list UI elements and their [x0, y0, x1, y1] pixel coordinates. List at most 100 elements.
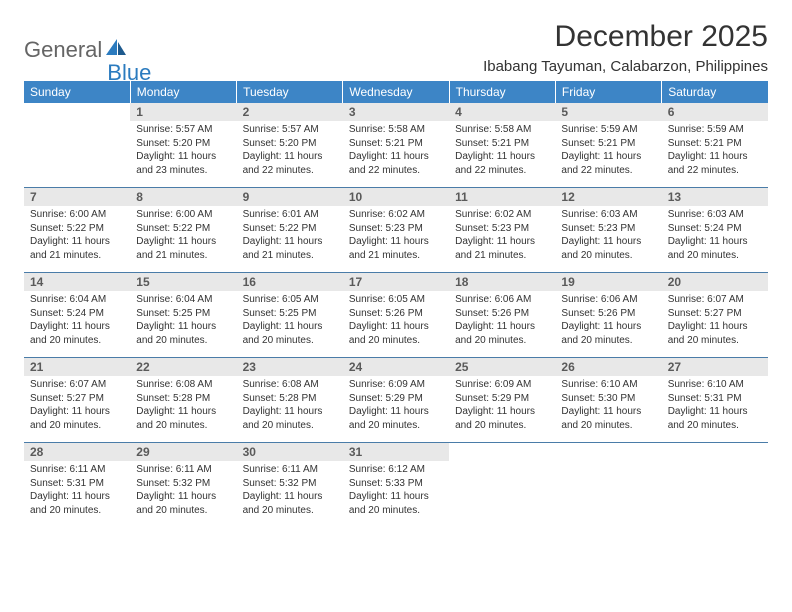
logo-word2: Blue — [107, 60, 151, 86]
sunset-line: Sunset: 5:28 PM — [243, 392, 337, 406]
calendar-day-cell — [555, 443, 661, 528]
calendar-day-cell: 26Sunrise: 6:10 AMSunset: 5:30 PMDayligh… — [555, 358, 661, 443]
sunrise-line: Sunrise: 6:07 AM — [668, 293, 762, 307]
day-details: Sunrise: 5:58 AMSunset: 5:21 PMDaylight:… — [343, 121, 449, 187]
daylight-line: Daylight: 11 hours and 20 minutes. — [561, 235, 655, 262]
sunset-line: Sunset: 5:20 PM — [243, 137, 337, 151]
day-details: Sunrise: 6:02 AMSunset: 5:23 PMDaylight:… — [343, 206, 449, 272]
calendar-week-row: 21Sunrise: 6:07 AMSunset: 5:27 PMDayligh… — [24, 358, 768, 443]
daylight-line: Daylight: 11 hours and 20 minutes. — [136, 405, 230, 432]
calendar-body: 1Sunrise: 5:57 AMSunset: 5:20 PMDaylight… — [24, 103, 768, 527]
calendar-day-cell: 7Sunrise: 6:00 AMSunset: 5:22 PMDaylight… — [24, 188, 130, 273]
day-details: Sunrise: 6:10 AMSunset: 5:30 PMDaylight:… — [555, 376, 661, 442]
sunrise-line: Sunrise: 5:57 AM — [136, 123, 230, 137]
daylight-line: Daylight: 11 hours and 20 minutes. — [455, 405, 549, 432]
sunrise-line: Sunrise: 6:03 AM — [561, 208, 655, 222]
day-number: 5 — [555, 103, 661, 121]
sunset-line: Sunset: 5:21 PM — [349, 137, 443, 151]
sunrise-line: Sunrise: 6:06 AM — [455, 293, 549, 307]
day-details: Sunrise: 6:07 AMSunset: 5:27 PMDaylight:… — [662, 291, 768, 357]
day-number: 17 — [343, 273, 449, 291]
day-details: Sunrise: 6:03 AMSunset: 5:24 PMDaylight:… — [662, 206, 768, 272]
calendar-week-row: 1Sunrise: 5:57 AMSunset: 5:20 PMDaylight… — [24, 103, 768, 188]
sunrise-line: Sunrise: 6:04 AM — [136, 293, 230, 307]
calendar-day-cell: 24Sunrise: 6:09 AMSunset: 5:29 PMDayligh… — [343, 358, 449, 443]
calendar-day-cell: 4Sunrise: 5:58 AMSunset: 5:21 PMDaylight… — [449, 103, 555, 188]
day-details: Sunrise: 6:03 AMSunset: 5:23 PMDaylight:… — [555, 206, 661, 272]
sunrise-line: Sunrise: 5:59 AM — [668, 123, 762, 137]
day-number: 24 — [343, 358, 449, 376]
day-details: Sunrise: 6:00 AMSunset: 5:22 PMDaylight:… — [130, 206, 236, 272]
daylight-line: Daylight: 11 hours and 20 minutes. — [668, 235, 762, 262]
sunset-line: Sunset: 5:29 PM — [349, 392, 443, 406]
day-details: Sunrise: 6:01 AMSunset: 5:22 PMDaylight:… — [237, 206, 343, 272]
day-number: 22 — [130, 358, 236, 376]
calendar-day-cell: 13Sunrise: 6:03 AMSunset: 5:24 PMDayligh… — [662, 188, 768, 273]
calendar-table: Sunday Monday Tuesday Wednesday Thursday… — [24, 81, 768, 527]
day-details: Sunrise: 6:04 AMSunset: 5:24 PMDaylight:… — [24, 291, 130, 357]
day-details: Sunrise: 6:07 AMSunset: 5:27 PMDaylight:… — [24, 376, 130, 442]
sunrise-line: Sunrise: 6:09 AM — [349, 378, 443, 392]
calendar-day-cell: 30Sunrise: 6:11 AMSunset: 5:32 PMDayligh… — [237, 443, 343, 528]
day-details: Sunrise: 6:12 AMSunset: 5:33 PMDaylight:… — [343, 461, 449, 527]
day-details: Sunrise: 6:10 AMSunset: 5:31 PMDaylight:… — [662, 376, 768, 442]
day-number: 15 — [130, 273, 236, 291]
sunset-line: Sunset: 5:26 PM — [455, 307, 549, 321]
daylight-line: Daylight: 11 hours and 20 minutes. — [30, 490, 124, 517]
daylight-line: Daylight: 11 hours and 22 minutes. — [455, 150, 549, 177]
daylight-line: Daylight: 11 hours and 20 minutes. — [349, 490, 443, 517]
sunset-line: Sunset: 5:22 PM — [243, 222, 337, 236]
daylight-line: Daylight: 11 hours and 20 minutes. — [243, 405, 337, 432]
sunset-line: Sunset: 5:28 PM — [136, 392, 230, 406]
calendar-day-cell: 9Sunrise: 6:01 AMSunset: 5:22 PMDaylight… — [237, 188, 343, 273]
sunset-line: Sunset: 5:24 PM — [668, 222, 762, 236]
calendar-week-row: 28Sunrise: 6:11 AMSunset: 5:31 PMDayligh… — [24, 443, 768, 528]
location-subtitle: Ibabang Tayuman, Calabarzon, Philippines — [483, 58, 768, 75]
day-number: 2 — [237, 103, 343, 121]
calendar-day-cell: 1Sunrise: 5:57 AMSunset: 5:20 PMDaylight… — [130, 103, 236, 188]
day-details: Sunrise: 6:09 AMSunset: 5:29 PMDaylight:… — [343, 376, 449, 442]
calendar-day-cell: 25Sunrise: 6:09 AMSunset: 5:29 PMDayligh… — [449, 358, 555, 443]
daylight-line: Daylight: 11 hours and 20 minutes. — [455, 320, 549, 347]
day-number: 12 — [555, 188, 661, 206]
day-number: 21 — [24, 358, 130, 376]
sunrise-line: Sunrise: 6:03 AM — [668, 208, 762, 222]
calendar-day-cell: 14Sunrise: 6:04 AMSunset: 5:24 PMDayligh… — [24, 273, 130, 358]
sunset-line: Sunset: 5:22 PM — [136, 222, 230, 236]
sunrise-line: Sunrise: 6:01 AM — [243, 208, 337, 222]
calendar-day-cell: 12Sunrise: 6:03 AMSunset: 5:23 PMDayligh… — [555, 188, 661, 273]
day-number: 7 — [24, 188, 130, 206]
sunrise-line: Sunrise: 6:12 AM — [349, 463, 443, 477]
daylight-line: Daylight: 11 hours and 20 minutes. — [561, 405, 655, 432]
calendar-day-cell: 6Sunrise: 5:59 AMSunset: 5:21 PMDaylight… — [662, 103, 768, 188]
sunrise-line: Sunrise: 5:59 AM — [561, 123, 655, 137]
day-details: Sunrise: 6:06 AMSunset: 5:26 PMDaylight:… — [449, 291, 555, 357]
day-details: Sunrise: 6:09 AMSunset: 5:29 PMDaylight:… — [449, 376, 555, 442]
sunset-line: Sunset: 5:22 PM — [30, 222, 124, 236]
calendar-day-cell: 17Sunrise: 6:05 AMSunset: 5:26 PMDayligh… — [343, 273, 449, 358]
calendar-day-cell — [24, 103, 130, 188]
daylight-line: Daylight: 11 hours and 21 minutes. — [455, 235, 549, 262]
logo-word1: General — [24, 37, 102, 63]
calendar-week-row: 14Sunrise: 6:04 AMSunset: 5:24 PMDayligh… — [24, 273, 768, 358]
day-number: 6 — [662, 103, 768, 121]
day-number: 13 — [662, 188, 768, 206]
day-details — [449, 447, 555, 505]
daylight-line: Daylight: 11 hours and 20 minutes. — [668, 320, 762, 347]
weekday-header: Friday — [555, 81, 661, 103]
day-number: 3 — [343, 103, 449, 121]
day-number: 20 — [662, 273, 768, 291]
sunrise-line: Sunrise: 6:00 AM — [30, 208, 124, 222]
sunrise-line: Sunrise: 6:08 AM — [136, 378, 230, 392]
sunrise-line: Sunrise: 6:02 AM — [455, 208, 549, 222]
sunset-line: Sunset: 5:32 PM — [243, 477, 337, 491]
sunrise-line: Sunrise: 6:11 AM — [243, 463, 337, 477]
daylight-line: Daylight: 11 hours and 22 minutes. — [561, 150, 655, 177]
daylight-line: Daylight: 11 hours and 23 minutes. — [136, 150, 230, 177]
sunset-line: Sunset: 5:23 PM — [349, 222, 443, 236]
day-number: 11 — [449, 188, 555, 206]
daylight-line: Daylight: 11 hours and 20 minutes. — [136, 490, 230, 517]
day-number: 19 — [555, 273, 661, 291]
day-details — [24, 107, 130, 165]
calendar-day-cell: 5Sunrise: 5:59 AMSunset: 5:21 PMDaylight… — [555, 103, 661, 188]
